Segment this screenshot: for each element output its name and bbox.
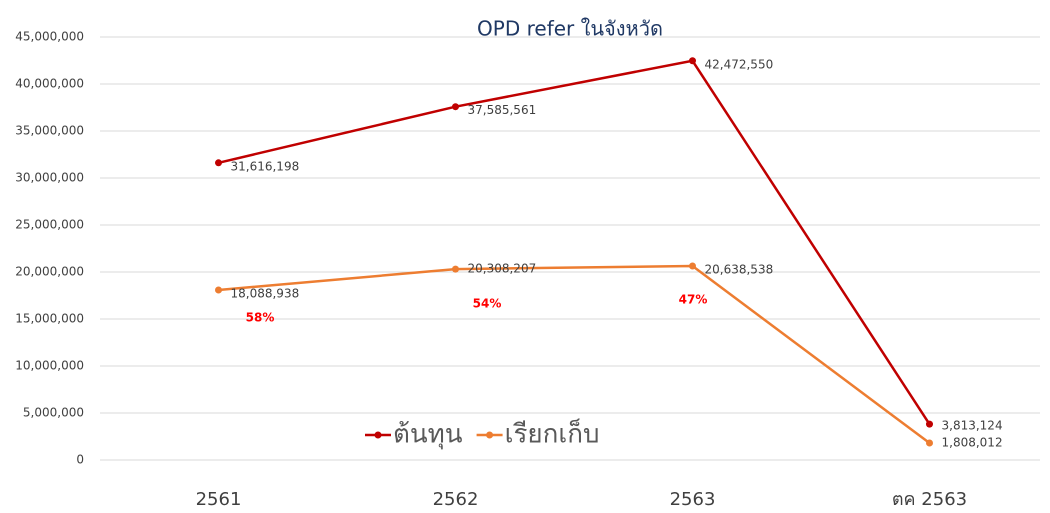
series-line	[218, 59, 931, 425]
legend-marker	[374, 431, 382, 439]
x-tick-label: 2562	[433, 489, 479, 510]
data-label: 42,472,550	[705, 57, 774, 71]
annotation: 58%	[246, 311, 275, 325]
data-label: 1,808,012	[942, 436, 1003, 450]
data-label: 37,585,561	[468, 103, 537, 117]
y-tick-label: 30,000,000	[15, 171, 84, 185]
y-tick-label: 45,000,000	[15, 30, 84, 44]
y-tick-label: 35,000,000	[15, 124, 84, 138]
annotation: 54%	[473, 297, 502, 311]
series-line	[218, 264, 931, 445]
y-tick-label: 5,000,000	[23, 406, 84, 420]
point	[926, 420, 933, 428]
point	[215, 286, 222, 294]
point	[215, 159, 222, 167]
x-tick-label: ตค 2563	[892, 489, 967, 510]
y-tick-label: 25,000,000	[15, 218, 84, 232]
legend-label: เรียกเก็บ	[505, 418, 600, 450]
point	[926, 439, 933, 447]
data-label: 3,813,124	[942, 419, 1003, 433]
legend-marker	[486, 431, 494, 439]
x-tick-label: 2561	[196, 489, 242, 510]
point	[452, 103, 459, 111]
data-label: 31,616,198	[231, 159, 300, 173]
y-tick-label: 10,000,000	[15, 359, 84, 373]
annotation: 47%	[679, 293, 708, 307]
legend-label: ต้นทุน	[393, 420, 463, 450]
y-tick-label: 15,000,000	[15, 312, 84, 326]
y-tick-label: 40,000,000	[15, 77, 84, 91]
point	[689, 262, 696, 270]
data-label: 18,088,938	[231, 286, 300, 300]
data-label: 20,638,538	[705, 262, 774, 276]
y-tick-label: 0	[76, 453, 84, 467]
data-label: 20,308,207	[468, 262, 537, 276]
point	[452, 265, 459, 273]
y-tick-label: 20,000,000	[15, 265, 84, 279]
x-tick-label: 2563	[670, 489, 716, 510]
point	[689, 57, 696, 65]
